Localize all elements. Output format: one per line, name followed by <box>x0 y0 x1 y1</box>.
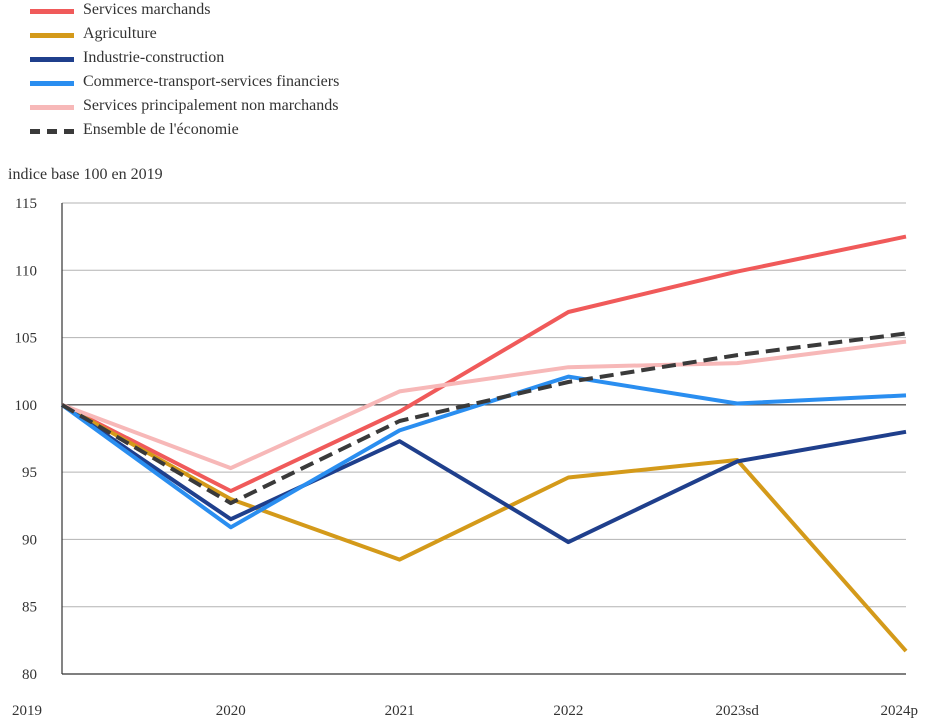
x-tick-label-2022: 2022 <box>553 703 583 719</box>
y-tick-label-95: 95 <box>22 465 37 481</box>
legend-item-commerce-transport-services-financiers: Commerce-transport-services financiers <box>30 72 410 96</box>
legend-label-services-marchands: Services marchands <box>83 1 211 18</box>
y-tick-label-80: 80 <box>22 667 37 683</box>
y-tick-label-105: 105 <box>15 331 38 347</box>
series-line-industrie-construction <box>60 403 907 545</box>
y-tick-label-90: 90 <box>22 532 37 548</box>
y-tick-label-110: 110 <box>15 263 37 279</box>
legend-swatch-services-marchands <box>30 9 74 14</box>
series-line-agriculture <box>61 403 908 653</box>
grid-lines <box>62 202 906 675</box>
legend-swatch-services-principalement-non-marchands <box>30 105 74 110</box>
y-tick-label-100: 100 <box>15 398 38 414</box>
y-tick-label-85: 85 <box>22 600 37 616</box>
series-lines <box>60 234 908 653</box>
legend-label-commerce-transport-services-financiers: Commerce-transport-services financiers <box>83 73 340 90</box>
legend-item-services-principalement-non-marchands: Services principalement non marchands <box>30 96 410 120</box>
legend-label-industrie-construction: Industrie-construction <box>83 49 225 66</box>
series-line-services-marchands <box>61 234 907 493</box>
x-tick-label-2023sd: 2023sd <box>716 703 760 719</box>
x-tick-label-2024p: 2024p <box>881 703 919 719</box>
y-axis-label: indice base 100 en 2019 <box>8 166 163 183</box>
legend-item-ensemble-de-l-economie: Ensemble de l'économie <box>30 120 410 144</box>
legend-label-services-principalement-non-marchands: Services principalement non marchands <box>83 97 339 114</box>
legend-swatch-ensemble-de-l-economie <box>30 129 74 134</box>
x-tick-label-2021: 2021 <box>385 703 415 719</box>
chart-legend: Services marchands Agriculture Industrie-c… <box>30 0 410 144</box>
x-tick-label-2019: 2019 <box>12 703 42 719</box>
legend-item-industrie-construction: Industrie-construction <box>30 48 410 72</box>
legend-swatch-agriculture <box>30 33 74 38</box>
legend-label-ensemble-de-l-economie: Ensemble de l'économie <box>83 121 239 138</box>
legend-swatch-industrie-construction <box>30 57 74 62</box>
series-line-services-principalement-non-marchands <box>61 339 907 471</box>
legend-item-services-marchands: Services marchands <box>30 0 410 24</box>
legend-label-agriculture: Agriculture <box>83 25 157 42</box>
x-tick-label-2020: 2020 <box>216 703 246 719</box>
y-tick-label-115: 115 <box>15 196 37 212</box>
axes <box>61 203 906 675</box>
legend-item-agriculture: Agriculture <box>30 24 410 48</box>
series-line-ensemble-de-l-economie <box>60 331 907 506</box>
tick-labels: 115 110 105 100 95 90 85 80 2019 2020 2021 2022 2023… <box>12 196 918 719</box>
legend-swatch-commerce-transport-services-financiers <box>30 81 74 86</box>
